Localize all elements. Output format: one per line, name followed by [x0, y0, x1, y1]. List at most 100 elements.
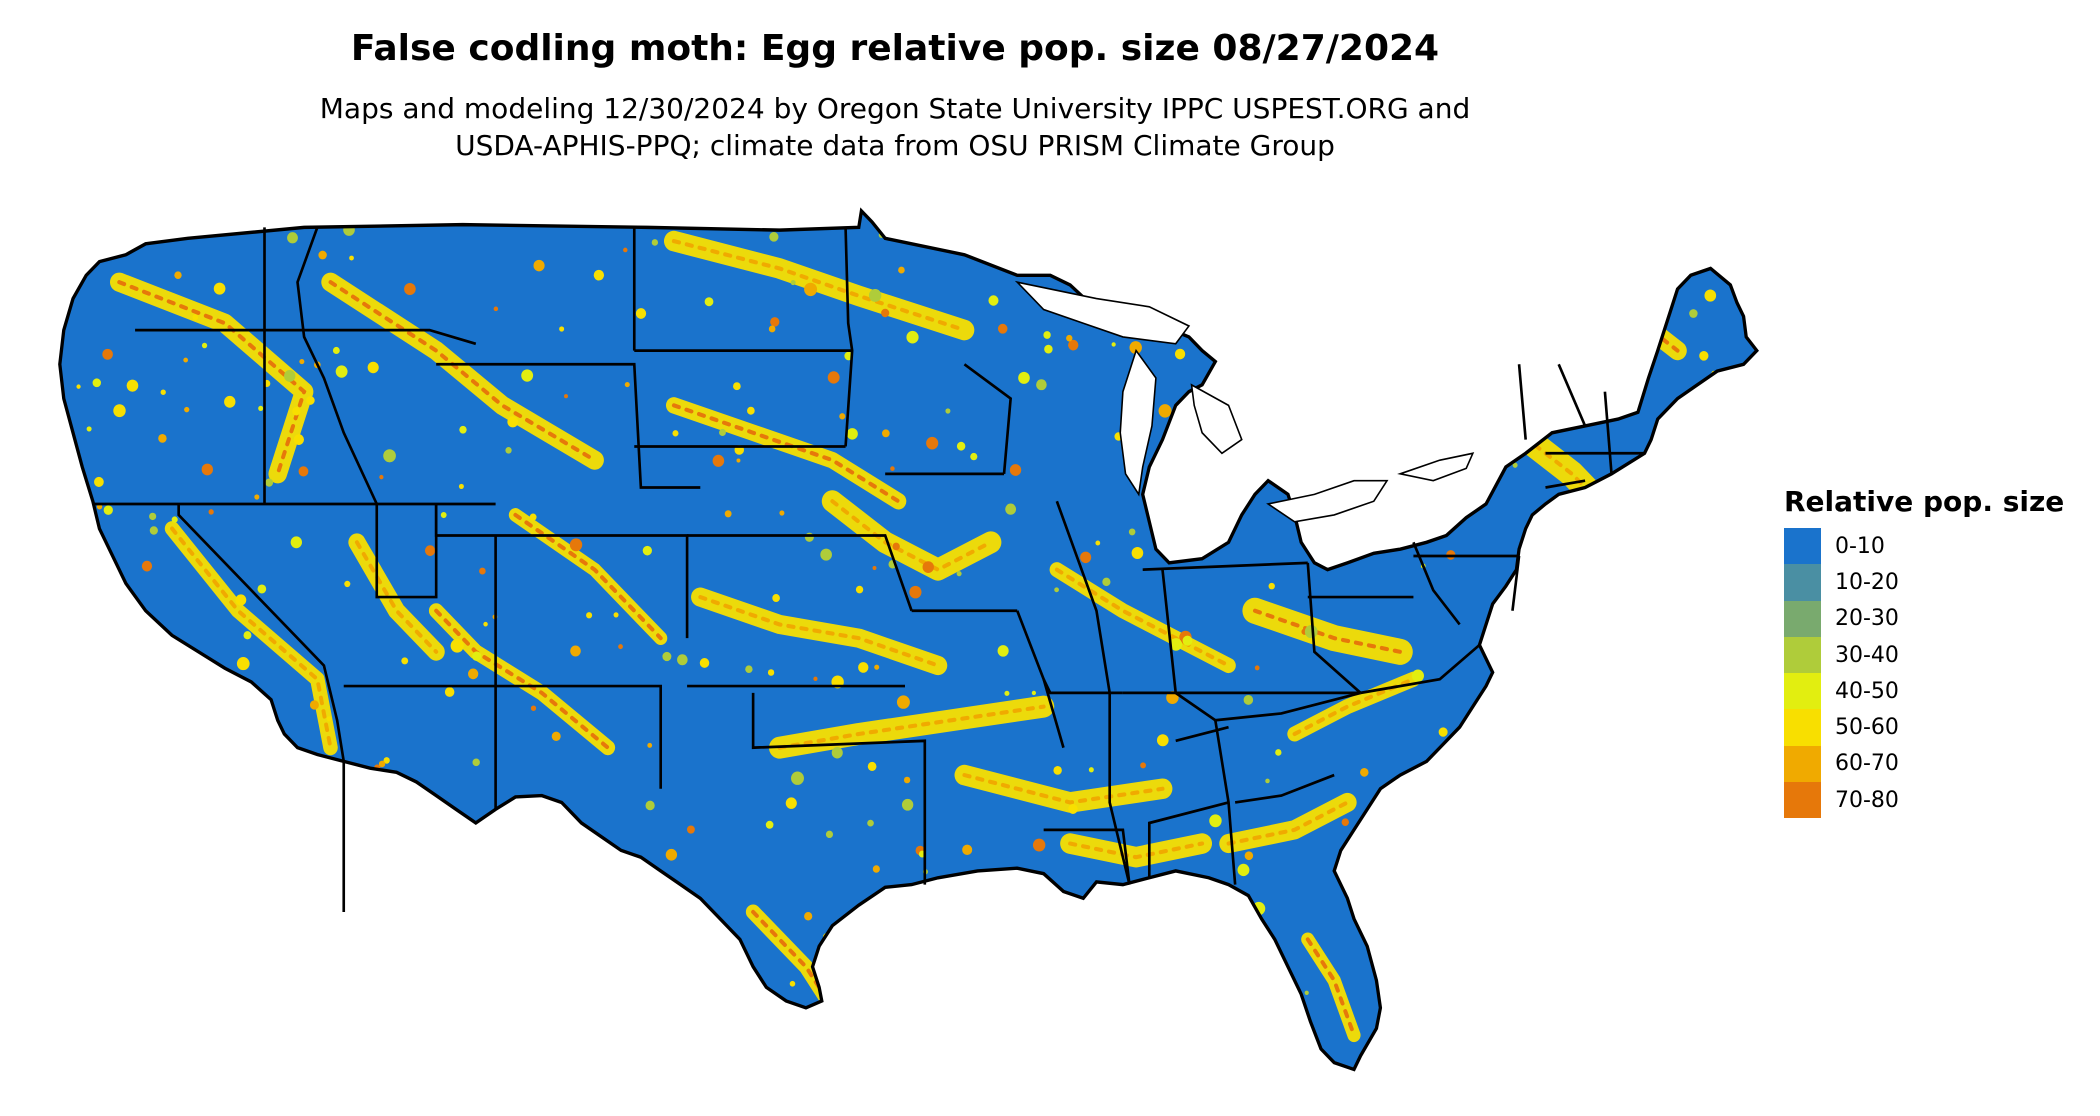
hotspot-speck [1102, 577, 1111, 587]
hotspot-speck [562, 1045, 567, 1050]
state-border [375, 503, 438, 599]
hotspot-speck [374, 871, 379, 877]
hotspot-speck [1541, 561, 1547, 567]
hotspot-speck [318, 250, 327, 260]
hotspot-speck [1068, 804, 1078, 814]
hotspot-speck [855, 585, 864, 594]
hotspot-speck [335, 365, 348, 378]
hotspot-speck [1689, 309, 1698, 318]
hotspot-speck [1575, 691, 1581, 697]
hotspot-speck [867, 819, 874, 827]
hotspot-speck [670, 1010, 678, 1018]
legend-swatch [1784, 673, 1821, 710]
state-border [1042, 678, 1123, 695]
hotspot-speck [1254, 236, 1260, 243]
hotspot-speck [1483, 1007, 1491, 1015]
hotspot-speck [367, 361, 379, 374]
hotspot-speck [1111, 342, 1116, 347]
hotspot-speck [1741, 246, 1753, 259]
hotspot-speck [831, 746, 843, 759]
hotspot-speck [1664, 957, 1675, 967]
hotspot-speck [1625, 758, 1637, 770]
hotspot-core [328, 280, 597, 463]
hotspot-speck [1456, 863, 1461, 869]
hotspot-speck [201, 463, 213, 476]
hotspot-core [1068, 841, 1205, 860]
hotspot-speck [1472, 786, 1483, 797]
hotspot-speck [1613, 247, 1621, 255]
hotspot-speck [119, 664, 130, 675]
hotspot-speck [868, 1025, 881, 1039]
hotspot-speck [1537, 900, 1545, 908]
hotspot-speck [1159, 296, 1168, 306]
state-border [963, 363, 1013, 474]
lake [1266, 479, 1389, 523]
hotspot-core [830, 499, 993, 572]
hotspot-speck [624, 381, 630, 388]
conus-landmass [59, 210, 1757, 1070]
hotspot-speck [1364, 822, 1371, 829]
hotspot-speck [275, 819, 288, 833]
hotspot-speck [292, 407, 301, 416]
legend-label: 70-80 [1835, 787, 1899, 813]
hotspot-speck [1207, 987, 1214, 994]
hotspot-speck [645, 800, 655, 811]
hotspot-speck [804, 532, 814, 542]
legend-label: 0-10 [1835, 533, 1885, 559]
state-border [1043, 828, 1131, 885]
hotspot-speck [1722, 604, 1727, 610]
hotspot-speck [1174, 942, 1181, 949]
hotspot-speck [712, 454, 725, 467]
hotspot-speck [349, 255, 354, 261]
hotspot-speck [867, 761, 877, 771]
map-content [58, 207, 1759, 1072]
hotspot-speck [67, 1026, 78, 1037]
national-border [58, 207, 1759, 1072]
hotspot-speck [1727, 757, 1737, 768]
hotspot-speck [665, 848, 678, 861]
hotspot-speck [1680, 615, 1692, 628]
map-subtitle: Maps and modeling 12/30/2024 by Oregon S… [0, 90, 1790, 164]
hotspot-speck [174, 271, 182, 280]
hotspot-speck [102, 348, 113, 360]
hotspot-speck [105, 617, 118, 630]
hotspot-speck [1096, 982, 1102, 989]
hotspot-speck [719, 428, 726, 437]
hotspot-speck [1707, 459, 1713, 465]
hotspot-speck [827, 371, 840, 384]
hotspot-speck [835, 1015, 848, 1029]
hotspot-speck [1163, 543, 1175, 555]
hotspot-speck [647, 742, 653, 748]
hotspot-speck [444, 687, 455, 697]
hotspot-speck [1427, 828, 1441, 842]
state-border [135, 328, 477, 346]
great-lakes [1014, 280, 1475, 523]
hotspot-speck [222, 1011, 234, 1025]
hotspot-speck [1424, 331, 1432, 340]
hotspot-speck [813, 676, 818, 681]
hotspot-speck [184, 406, 190, 413]
hotspot-speck [224, 395, 236, 408]
hotspot-speck [1208, 1001, 1216, 1009]
hotspot-speck [493, 306, 499, 312]
hotspot-speck [603, 976, 610, 983]
hotspot-speck [236, 657, 250, 671]
hotspot-speck [208, 509, 214, 515]
hotspot-speck [204, 883, 212, 892]
hotspot-speck [1156, 734, 1169, 747]
hotspot-speck [956, 571, 962, 577]
subtitle-line-2: USDA-APHIS-PPQ; climate data from OSU PR… [455, 129, 1335, 162]
hotspot-speck [970, 917, 977, 924]
hotspot-speck [1670, 846, 1675, 852]
hotspot-speck [1530, 948, 1541, 960]
hotspot-speck [623, 247, 628, 253]
hotspot-speck [1566, 605, 1574, 614]
hotspot-speck [76, 384, 81, 389]
hotspot-speck [569, 538, 583, 552]
hotspot-speck [1466, 370, 1474, 378]
hotspot-speck [132, 867, 147, 882]
hotspot-core [513, 512, 663, 641]
hotspot-speck [450, 638, 464, 653]
hotspot-speck [1598, 937, 1608, 947]
hotspot-speck [333, 981, 347, 995]
